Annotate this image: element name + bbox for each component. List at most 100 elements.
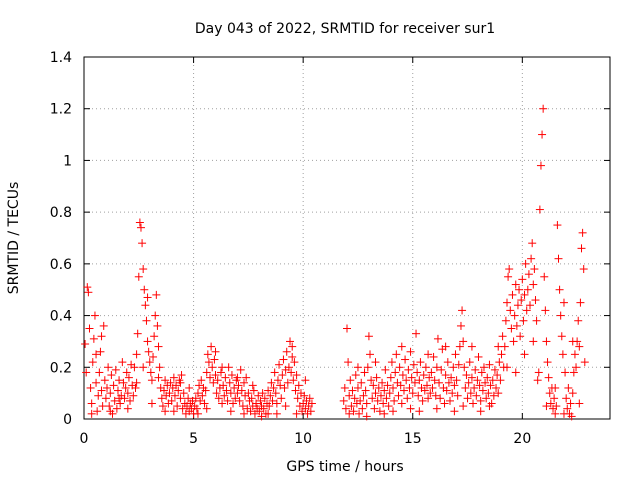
data-point	[472, 391, 481, 400]
x-tick-label: 5	[189, 431, 198, 447]
data-point	[502, 298, 511, 307]
data-point	[420, 386, 429, 395]
data-point	[83, 283, 92, 292]
data-point	[193, 389, 202, 398]
data-point	[562, 394, 571, 403]
data-point	[398, 371, 407, 380]
data-point	[340, 383, 349, 392]
y-tick-label: 0.6	[50, 257, 72, 273]
data-point	[473, 376, 482, 385]
data-point	[572, 363, 581, 372]
data-point	[455, 342, 464, 351]
data-point	[402, 376, 411, 385]
data-point	[115, 376, 124, 385]
data-point	[92, 350, 101, 359]
data-point	[131, 383, 140, 392]
data-point	[530, 265, 539, 274]
data-point	[265, 402, 274, 411]
data-point	[250, 409, 259, 418]
data-point	[155, 363, 164, 372]
data-point	[206, 373, 215, 382]
data-point	[254, 391, 263, 400]
data-point	[409, 360, 418, 369]
data-point	[485, 402, 494, 411]
data-point	[204, 358, 213, 367]
data-point	[81, 340, 90, 349]
data-point	[576, 298, 585, 307]
data-point	[84, 288, 93, 297]
data-point	[446, 396, 455, 405]
data-point	[424, 394, 433, 403]
data-point	[452, 376, 461, 385]
chart-title: Day 043 of 2022, SRMTID for receiver sur…	[195, 21, 495, 37]
data-point	[478, 386, 487, 395]
data-point	[96, 347, 105, 356]
data-point	[282, 347, 291, 356]
data-point	[138, 239, 147, 248]
data-point	[341, 404, 350, 413]
data-point	[172, 381, 181, 390]
data-point	[123, 404, 132, 413]
data-point	[498, 332, 507, 341]
data-point	[364, 332, 373, 341]
data-point	[307, 399, 316, 408]
data-point	[391, 368, 400, 377]
data-point	[231, 394, 240, 403]
data-point	[471, 365, 480, 374]
data-point	[403, 394, 412, 403]
data-point	[543, 358, 552, 367]
data-point	[558, 350, 567, 359]
data-point	[540, 272, 549, 281]
data-point	[431, 391, 440, 400]
data-point	[152, 290, 161, 299]
data-point	[339, 396, 348, 405]
data-point	[425, 373, 434, 382]
data-point	[159, 386, 168, 395]
data-point	[492, 383, 501, 392]
data-point	[288, 352, 297, 361]
data-point	[351, 371, 360, 380]
data-point	[494, 389, 503, 398]
data-point	[139, 265, 148, 274]
data-point	[281, 402, 290, 411]
data-point	[278, 371, 287, 380]
data-point	[407, 373, 416, 382]
data-point	[207, 342, 216, 351]
data-point	[448, 389, 457, 398]
data-point	[353, 363, 362, 372]
y-tick-labels: 0 0.2 0.4 0.6 0.8 1 1.2 1.4	[50, 50, 72, 428]
data-point	[106, 407, 115, 416]
data-point	[383, 381, 392, 390]
data-point	[161, 407, 170, 416]
y-tick-label: 1.2	[50, 102, 72, 118]
data-point	[294, 381, 303, 390]
data-point	[419, 371, 428, 380]
data-point	[459, 337, 468, 346]
x-tick-label: 20	[513, 431, 531, 447]
data-point	[535, 205, 544, 214]
data-point	[87, 399, 96, 408]
data-point	[361, 386, 370, 395]
data-point	[88, 358, 97, 367]
data-point	[416, 358, 425, 367]
data-point	[399, 386, 408, 395]
data-point	[469, 399, 478, 408]
data-point	[426, 389, 435, 398]
data-point	[287, 368, 296, 377]
data-point	[213, 376, 222, 385]
data-point	[408, 389, 417, 398]
data-point	[454, 360, 463, 369]
data-point	[105, 402, 114, 411]
data-point	[107, 371, 116, 380]
data-point	[493, 371, 502, 380]
data-point	[551, 383, 560, 392]
data-point	[218, 363, 227, 372]
data-point	[157, 394, 166, 403]
data-point	[161, 376, 170, 385]
data-point	[166, 378, 175, 387]
data-point	[110, 396, 119, 405]
data-point	[523, 285, 532, 294]
data-point	[429, 352, 438, 361]
data-point	[195, 381, 204, 390]
